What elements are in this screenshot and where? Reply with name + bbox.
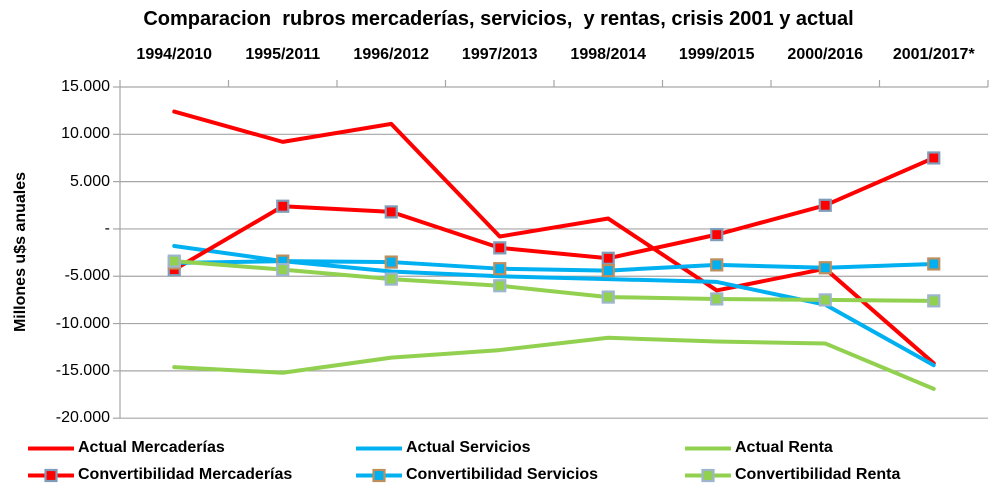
legend-label: Convertibilidad Mercaderías <box>78 466 293 483</box>
x-tick-label: 2001/2017* <box>892 46 975 63</box>
y-tick-label: - <box>104 220 110 237</box>
x-axis-labels: 1994/2010 1995/2011 1996/2012 1997/2013 … <box>120 46 988 64</box>
x-tick-label: 1999/2015 <box>678 46 755 63</box>
y-tick-label: -5.000 <box>64 267 110 284</box>
legend-item-convertibilidad-servicios: Convertibilidad Servicios <box>356 465 598 485</box>
series-marker-convertibilidad-renta <box>601 290 615 304</box>
series-line-convertibilidad-servicios <box>172 259 936 273</box>
series-marker-convertibilidad-servicios <box>601 263 615 278</box>
series-line-actual-mercaderias <box>172 109 936 366</box>
x-tick-label: 1996/2012 <box>353 46 430 63</box>
series-marker-convertibilidad-renta <box>167 254 181 268</box>
y-tick-label: -10.000 <box>55 315 110 332</box>
x-tick-label: 1997/2013 <box>461 46 538 63</box>
legend-label: Convertibilidad Renta <box>735 466 901 483</box>
y-tick-label: 5.000 <box>69 173 110 190</box>
series-marker-convertibilidad-mercaderias <box>493 241 507 255</box>
legend-item-actual-servicios: Actual Servicios <box>356 438 531 458</box>
x-tick-label: 1994/2010 <box>136 46 213 63</box>
series-line-actual-renta <box>172 335 936 391</box>
series-marker-convertibilidad-renta <box>818 293 832 307</box>
series-marker-convertibilidad-servicios <box>927 257 941 271</box>
series-marker-convertibilidad-renta <box>710 292 724 306</box>
legend-line-marker-swatch-icon <box>28 468 74 482</box>
chart-title: Comparacion rubros mercaderías, servicio… <box>143 8 854 30</box>
series-marker-convertibilidad-servicios <box>493 262 507 276</box>
series-marker-convertibilidad-mercaderias <box>276 199 290 213</box>
legend-line-marker-swatch-icon <box>356 468 402 482</box>
series-marker-convertibilidad-renta <box>927 294 941 308</box>
series-marker-convertibilidad-renta <box>276 263 290 277</box>
legend-label: Actual Renta <box>735 439 833 456</box>
legend-line-swatch-icon <box>356 446 402 450</box>
series-marker-convertibilidad-servicios <box>710 258 724 272</box>
legend-label: Actual Servicios <box>406 439 531 456</box>
series-marker-convertibilidad-mercaderias <box>384 205 398 219</box>
legend-item-convertibilidad-mercaderias: Convertibilidad Mercaderías <box>28 465 292 485</box>
series-marker-convertibilidad-servicios <box>384 255 398 269</box>
series-marker-convertibilidad-renta <box>384 272 398 286</box>
x-tick-label: 1995/2011 <box>245 46 321 63</box>
series-marker-convertibilidad-renta <box>493 279 507 293</box>
legend-line-swatch-icon <box>685 446 731 450</box>
legend-item-convertibilidad-renta: Convertibilidad Renta <box>685 465 900 485</box>
legend-label: Convertibilidad Servicios <box>406 466 599 483</box>
series-marker-convertibilidad-mercaderias <box>710 228 724 242</box>
legend-item-actual-mercaderias: Actual Mercaderías <box>28 438 225 458</box>
series-line-convertibilidad-renta <box>172 259 936 303</box>
y-tick-label: 15.000 <box>61 78 110 95</box>
y-tick-label: -20.000 <box>55 409 110 426</box>
series-marker-convertibilidad-servicios <box>818 261 832 275</box>
y-tick-label: -15.000 <box>55 362 110 379</box>
series-marker-convertibilidad-mercaderias <box>601 251 615 265</box>
legend-label: Actual Mercaderías <box>78 439 225 456</box>
x-tick-label: 2000/2016 <box>787 46 864 63</box>
legend-line-marker-swatch-icon <box>685 468 731 482</box>
legend-line-swatch-icon <box>28 446 74 450</box>
series-line-convertibilidad-mercaderias <box>172 155 936 272</box>
series-marker-convertibilidad-mercaderias <box>927 151 941 165</box>
x-tick-label: 1998/2014 <box>570 46 647 63</box>
legend-item-actual-renta: Actual Renta <box>685 438 833 458</box>
y-tick-label: 10.000 <box>61 125 110 142</box>
series-marker-convertibilidad-mercaderias <box>818 198 832 212</box>
